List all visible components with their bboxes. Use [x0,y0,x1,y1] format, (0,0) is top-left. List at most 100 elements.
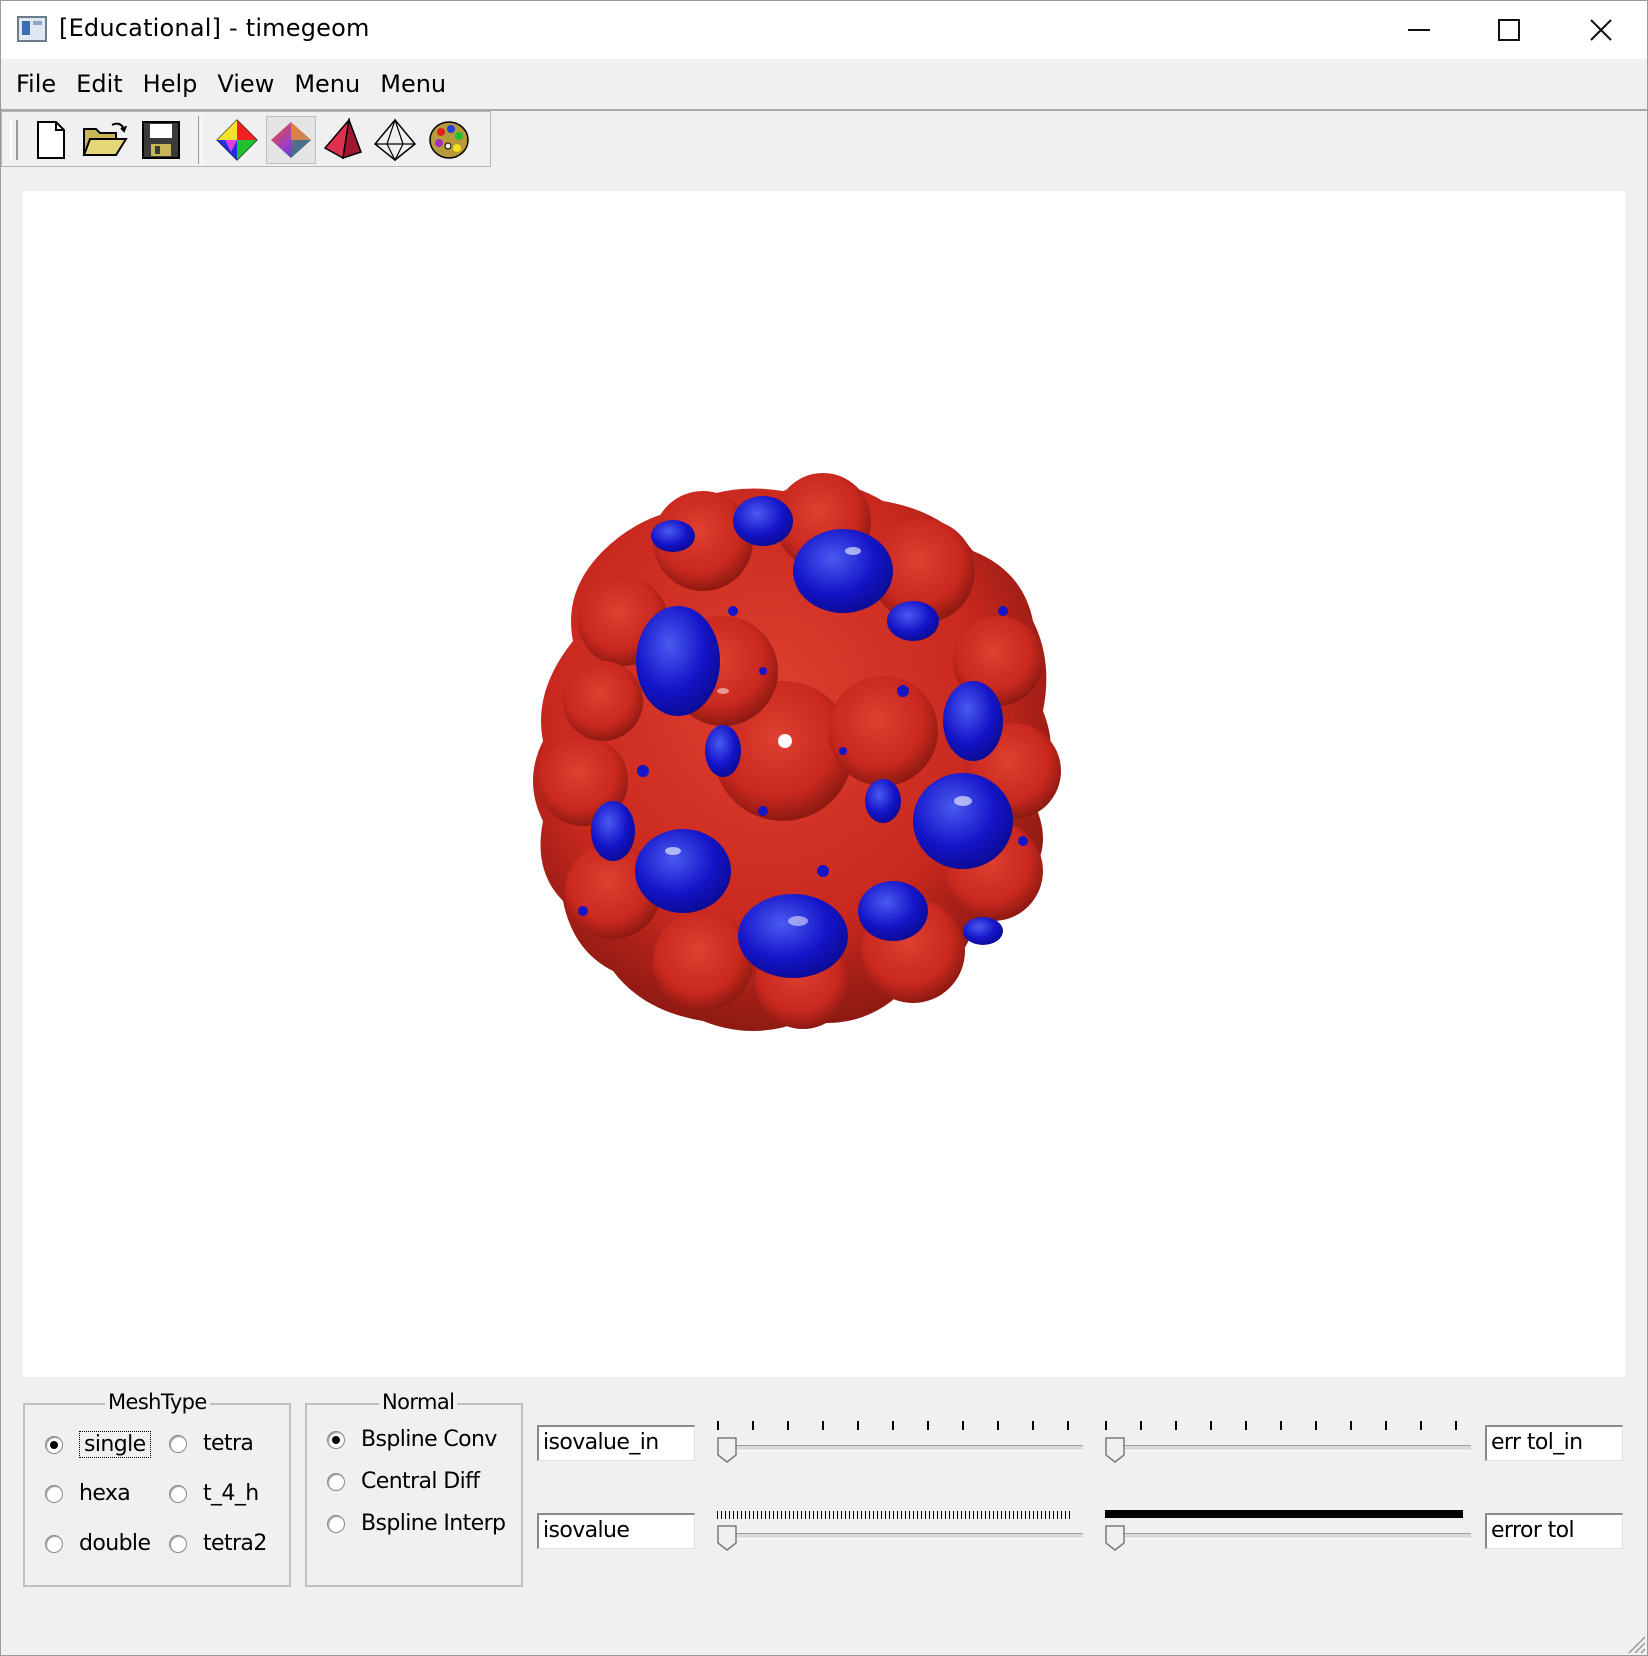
slider-tick [1210,1421,1212,1430]
menu-help[interactable]: Help [142,70,198,98]
minimize-button[interactable] [1373,1,1465,59]
menu-edit[interactable]: Edit [76,70,123,98]
slider-tick [1067,1421,1069,1430]
isovalue-field[interactable]: isovalue [537,1513,695,1549]
toolbar [1,111,491,167]
radio-tetra2[interactable]: tetra2 [169,1531,267,1556]
radio-indicator [45,1534,63,1553]
radio-central-diff[interactable]: Central Diff [327,1469,480,1494]
meshtype-title: MeshType [105,1390,210,1414]
toolbar-grip[interactable] [10,120,18,160]
radio-label: double [79,1531,151,1556]
radio-indicator [327,1514,345,1533]
slider-tick [1315,1421,1317,1430]
window-title: [Educational] - timegeom [59,14,370,42]
radio-label: Bspline Interp [361,1511,506,1536]
slider-ticks [1105,1510,1463,1518]
slider-tick [1455,1421,1457,1430]
save-icon [142,121,180,159]
radio-indicator [45,1435,63,1454]
slider-track [1105,1533,1471,1539]
menu-menu-1[interactable]: Menu [294,70,361,98]
slider-tick [857,1421,859,1430]
palette-button[interactable] [424,116,474,164]
maximize-icon [1498,19,1520,41]
slider-track [717,1445,1083,1451]
slider-tick [927,1421,929,1430]
wireframe-button[interactable] [370,116,420,164]
normal-group: Normal Bspline Conv Central Diff Bspline… [305,1390,523,1587]
color-wheel-icon [216,119,258,161]
isovalue-in-slider[interactable] [717,1417,1083,1467]
render-viewport[interactable] [23,191,1625,1377]
slider-tick [1105,1421,1107,1430]
slider-tick [1420,1421,1422,1430]
isovalue-slider[interactable] [717,1505,1083,1555]
smooth-shading-button[interactable] [266,116,316,164]
virus-capsid-surface [533,473,1061,1031]
radio-double[interactable]: double [45,1531,151,1556]
slider-track [717,1533,1083,1539]
radio-label: tetra [203,1431,254,1456]
slider-tick [892,1421,894,1430]
normal-title: Normal [379,1390,458,1414]
close-button[interactable] [1555,1,1647,59]
slider-ticks [717,1421,1083,1431]
slider-thumb[interactable] [1105,1525,1125,1551]
radio-label: tetra2 [203,1531,267,1556]
radio-t_4_h[interactable]: t_4_h [169,1481,259,1506]
new-file-button[interactable] [26,116,76,164]
error-tol-slider[interactable] [1105,1505,1471,1555]
title-bar: [Educational] - timegeom [1,1,1647,59]
color-shading-button[interactable] [212,116,262,164]
err-tol-in-slider[interactable] [1105,1417,1471,1467]
radio-label: t_4_h [203,1481,259,1506]
error-tol-field[interactable]: error tol [1485,1513,1623,1549]
radio-indicator [45,1484,63,1503]
radio-single[interactable]: single [45,1431,151,1458]
solid-render-button[interactable] [318,116,368,164]
resize-grip-icon[interactable] [1623,1631,1647,1655]
solid-pyramid-icon [323,118,362,160]
radio-label: Central Diff [361,1469,480,1494]
slider-ticks [717,1511,1073,1519]
slider-thumb[interactable] [717,1437,737,1463]
meshtype-group: MeshType single tetra hexa t_4_h double … [23,1390,291,1587]
toolbar-separator [198,116,202,164]
slider-tick [822,1421,824,1430]
radio-tetra[interactable]: tetra [169,1431,254,1456]
radio-hexa[interactable]: hexa [45,1481,131,1506]
slider-thumb[interactable] [1105,1437,1125,1463]
radio-bspline-interp[interactable]: Bspline Interp [327,1511,506,1536]
open-folder-icon [82,122,128,156]
slider-tick [752,1421,754,1430]
slider-tick [1385,1421,1387,1430]
slider-tick [1350,1421,1352,1430]
slider-track [1105,1445,1471,1451]
new-file-icon [37,121,65,159]
open-button[interactable] [80,116,130,164]
slider-ticks [1105,1421,1471,1431]
radio-indicator [169,1434,187,1453]
slider-tick [997,1421,999,1430]
minimize-icon [1408,29,1430,31]
smooth-shading-icon [271,122,311,158]
slider-tick [1140,1421,1142,1430]
menu-file[interactable]: File [16,70,57,98]
save-button[interactable] [136,116,186,164]
slider-tick [787,1421,789,1430]
slider-thumb[interactable] [717,1525,737,1551]
radio-bspline-conv[interactable]: Bspline Conv [327,1427,497,1452]
err-tol-in-field[interactable]: err tol_in [1485,1425,1623,1461]
slider-tick [962,1421,964,1430]
slider-tick [1032,1421,1034,1430]
slider-tick [1280,1421,1282,1430]
isosurface-render [533,473,1061,1031]
palette-icon [429,121,469,159]
app-icon [17,16,47,42]
menu-view[interactable]: View [217,70,275,98]
maximize-button[interactable] [1463,1,1555,59]
menu-menu-2[interactable]: Menu [380,70,447,98]
isovalue-in-field[interactable]: isovalue_in [537,1425,695,1461]
